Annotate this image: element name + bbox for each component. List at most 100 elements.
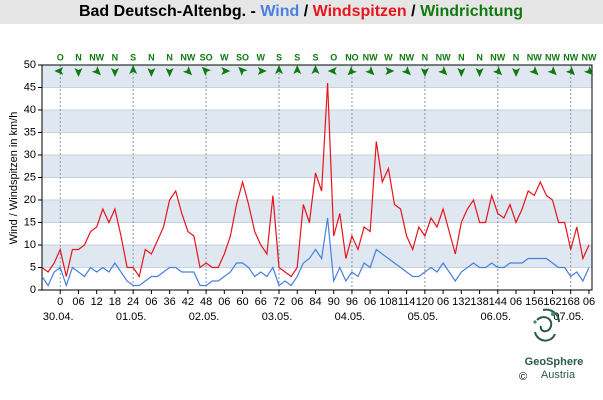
direction-arrow: [182, 66, 193, 76]
direction-label: N: [75, 52, 82, 62]
direction-label: N: [148, 52, 155, 62]
x-tick-label: 06: [510, 296, 522, 308]
x-tick-label: 24: [127, 296, 139, 308]
title-sep: /: [304, 3, 309, 20]
direction-arrow: [512, 68, 521, 77]
direction-arrow: [401, 66, 411, 76]
logo-name: GeoSphere: [525, 356, 584, 368]
direction-arrow: [238, 66, 248, 76]
x-tick-label: 60: [236, 296, 248, 308]
direction-arrow: [91, 66, 101, 76]
direction-label: N: [476, 52, 483, 62]
direction-arrow: [492, 66, 503, 76]
x-tick-label: 48: [200, 296, 212, 308]
arrow-shape: [110, 68, 119, 77]
direction-label: NW: [581, 52, 596, 62]
direction-label: N: [422, 52, 429, 62]
arrow-shape: [182, 66, 193, 76]
direction-label: S: [276, 52, 282, 62]
direction-label: N: [513, 52, 520, 62]
y-axis-label: Wind / Windspitzen in km/h: [8, 112, 20, 245]
y-tick-label: 25: [24, 171, 36, 183]
direction-arrow: [584, 66, 594, 76]
direction-label: SO: [236, 52, 249, 62]
plot: 0 5 10 15 20 25 30 35 40 45 50 0 06 12 18 24 06 36 42 48 06 6…: [24, 52, 597, 323]
arrow-shape: [147, 68, 156, 77]
title-main: Bad Deutsch-Altenbg. -: [79, 3, 256, 20]
arrow-shape: [457, 68, 466, 77]
direction-label: N: [458, 52, 465, 62]
series-line: [41, 217, 590, 288]
title-sep: /: [411, 3, 416, 20]
y-tick-label: 45: [24, 81, 36, 93]
x-tick-label: 06: [218, 296, 230, 308]
x-tick-label: 132: [452, 296, 470, 308]
direction-arrow: [565, 66, 575, 76]
grid-band: [42, 155, 592, 178]
x-tick-label: 156: [525, 296, 543, 308]
direction-label: S: [294, 52, 300, 62]
grid-band: [42, 200, 592, 223]
arrow-shape: [547, 66, 557, 76]
arrow-shape: [293, 65, 302, 74]
x-tick-label: 72: [273, 296, 285, 308]
x-tick-label: 108: [379, 296, 397, 308]
x-tick-label: 162: [543, 296, 561, 308]
direction-label: W: [220, 52, 229, 62]
arrow-shape: [129, 65, 138, 74]
y-tick-label: 10: [24, 239, 36, 251]
arrow-shape: [91, 66, 101, 76]
arrow-shape: [565, 66, 575, 76]
direction-arrow: [365, 66, 375, 76]
title-gust: Windspitzen: [313, 3, 407, 20]
y-tick-label: 5: [30, 261, 36, 273]
grid-band: [42, 110, 592, 133]
direction-label: N: [112, 52, 119, 62]
x-tick-label: 144: [489, 296, 507, 308]
title-bar: [0, 0, 603, 24]
arrow-shape: [492, 66, 503, 76]
series-line: [41, 82, 590, 278]
direction-arrow: [311, 65, 320, 74]
plot-frame: [41, 64, 593, 291]
arrow-shape: [311, 65, 320, 74]
x-tick-label: 66: [255, 296, 267, 308]
x-tick-label: 06: [291, 296, 303, 308]
x-tick-label: 0: [57, 296, 63, 308]
x-tick-label: 84: [309, 296, 321, 308]
direction-arrow: [438, 66, 448, 76]
x-tick-label: 120: [416, 296, 434, 308]
x-tick-label: 138: [470, 296, 488, 308]
direction-arrow: [475, 68, 484, 77]
direction-arrow: [201, 66, 212, 76]
logo-sub: Austria: [541, 369, 576, 381]
y-tick-label: 30: [24, 149, 36, 161]
day-label: 05.05.: [408, 311, 439, 323]
direction-label: SO: [200, 52, 213, 62]
direction-arrow: [420, 68, 429, 77]
x-tick-label: 18: [109, 296, 121, 308]
x-tick-label: 12: [91, 296, 103, 308]
direction-arrow: [275, 65, 284, 74]
arrow-shape: [238, 66, 248, 76]
direction-label: NW: [399, 52, 414, 62]
direction-label: S: [130, 52, 136, 62]
copyright: ©: [519, 371, 527, 383]
direction-arrow: [385, 67, 395, 75]
arrow-shape: [347, 66, 357, 76]
direction-label: NW: [363, 52, 378, 62]
arrow-shape: [257, 67, 267, 75]
arrow-shape: [475, 68, 484, 77]
logo-icon: [533, 308, 560, 342]
direction-label: O: [57, 52, 64, 62]
arrow-shape: [221, 67, 231, 75]
x-tick-label: 36: [163, 296, 175, 308]
direction-arrow: [347, 66, 357, 76]
direction-arrow: [165, 68, 174, 77]
direction-label: W: [384, 52, 393, 62]
direction-label: NW: [180, 52, 195, 62]
arrow-shape: [74, 68, 83, 77]
direction-arrow: [327, 67, 337, 75]
x-tick-label: 96: [346, 296, 358, 308]
